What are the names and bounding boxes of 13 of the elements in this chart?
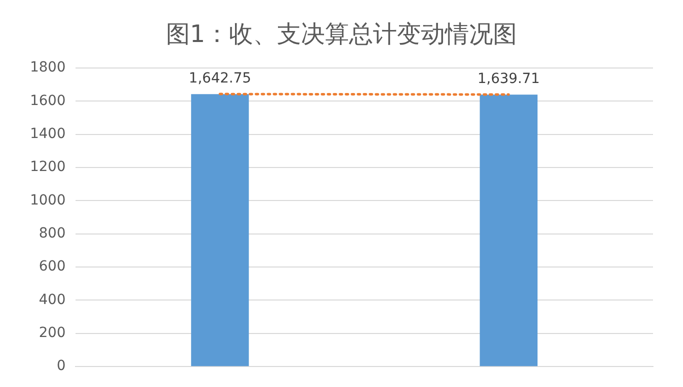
y-tick-label: 0	[56, 358, 66, 374]
y-tick-label: 1400	[30, 126, 66, 142]
y-tick-label: 600	[38, 258, 66, 275]
y-tick-label: 1200	[30, 159, 66, 176]
y-tick-label: 1600	[30, 92, 66, 109]
y-tick-label: 1800	[30, 60, 66, 76]
data-label: 1,642.75	[188, 70, 252, 87]
y-tick-label: 400	[38, 292, 66, 308]
chart-title: 图1：收、支决算总计变动情况图	[164, 19, 518, 50]
y-tick-label: 200	[38, 325, 66, 342]
data-label: 1,639.71	[477, 71, 540, 88]
y-tick-label: 800	[38, 226, 66, 242]
y-tick-label: 1000	[30, 192, 66, 208]
